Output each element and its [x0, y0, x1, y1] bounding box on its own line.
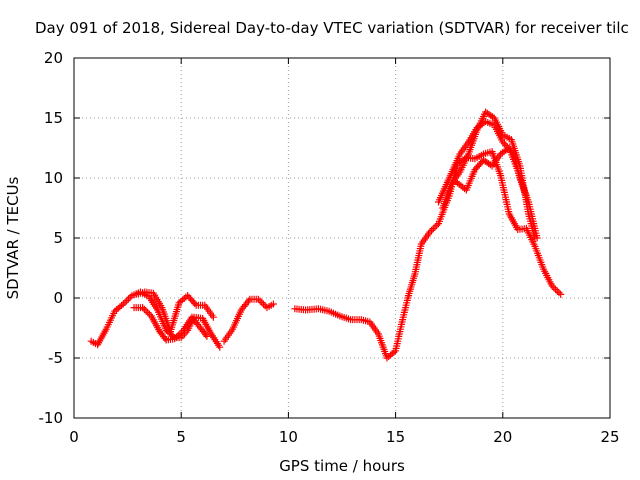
x-axis-label: GPS time / hours [279, 457, 405, 475]
data-point [176, 330, 184, 338]
grid-lines [74, 58, 610, 418]
data-point [140, 305, 148, 313]
data-point [126, 293, 134, 301]
data-point [550, 284, 558, 292]
series-track-f [404, 148, 565, 300]
x-tick-label: 20 [493, 428, 512, 446]
data-point [486, 161, 494, 169]
data-point [431, 223, 439, 231]
x-tick-label: 0 [69, 428, 79, 446]
data-point [145, 310, 153, 318]
y-tick-label: 0 [53, 289, 63, 307]
y-tick-label: 5 [53, 229, 63, 247]
data-point [548, 282, 556, 290]
x-tick-label: 5 [176, 428, 186, 446]
data-point [557, 290, 565, 298]
axis-ticks: 0 5 10 15 20 25 -10 -5 0 5 10 15 20 [39, 49, 620, 446]
y-tick-label: -10 [39, 409, 64, 427]
data-point [178, 328, 186, 336]
data-point [161, 334, 169, 342]
y-tick-label: 10 [44, 169, 63, 187]
y-tick-label: -5 [48, 349, 63, 367]
data-point [555, 289, 563, 297]
data-point [123, 297, 131, 305]
series-track-c [130, 304, 211, 344]
data-point [258, 299, 266, 307]
data-point [533, 234, 541, 242]
data-point [216, 343, 224, 351]
data-point [202, 331, 210, 339]
y-tick-label: 20 [44, 49, 63, 67]
series-track-d [220, 295, 277, 345]
data-point [433, 221, 441, 229]
data-point [256, 297, 264, 305]
series-track-i [452, 144, 530, 201]
data-point [428, 226, 436, 234]
data-point [552, 285, 560, 293]
data-point [174, 331, 182, 339]
data-point [203, 332, 211, 340]
data-point [254, 295, 262, 303]
data-point [142, 307, 150, 315]
x-tick-label: 10 [279, 428, 298, 446]
data-point [121, 298, 129, 306]
y-tick-label: 15 [44, 109, 63, 127]
data-point [260, 300, 268, 308]
data-point [118, 301, 126, 309]
x-tick-label: 25 [600, 428, 619, 446]
chart-title: Day 091 of 2018, Sidereal Day-to-day VTE… [35, 19, 629, 37]
data-point [139, 304, 147, 312]
data-point [500, 140, 508, 148]
data-point [553, 287, 561, 295]
data-point [172, 333, 180, 341]
data-point [429, 225, 437, 233]
data-point [124, 295, 132, 303]
data-point [119, 300, 127, 308]
data-points [87, 108, 565, 362]
series-track-e [291, 292, 412, 362]
data-point [522, 193, 530, 201]
data-point [171, 335, 179, 343]
x-tick-label: 15 [386, 428, 405, 446]
data-point [426, 228, 434, 236]
data-point [390, 348, 398, 356]
data-point [499, 138, 507, 146]
data-point [144, 309, 152, 317]
data-point [209, 313, 217, 321]
data-point [191, 300, 199, 308]
data-point [269, 300, 277, 308]
y-axis-label: SDTVAR / TECUs [4, 176, 22, 299]
series-track-b [132, 288, 217, 336]
